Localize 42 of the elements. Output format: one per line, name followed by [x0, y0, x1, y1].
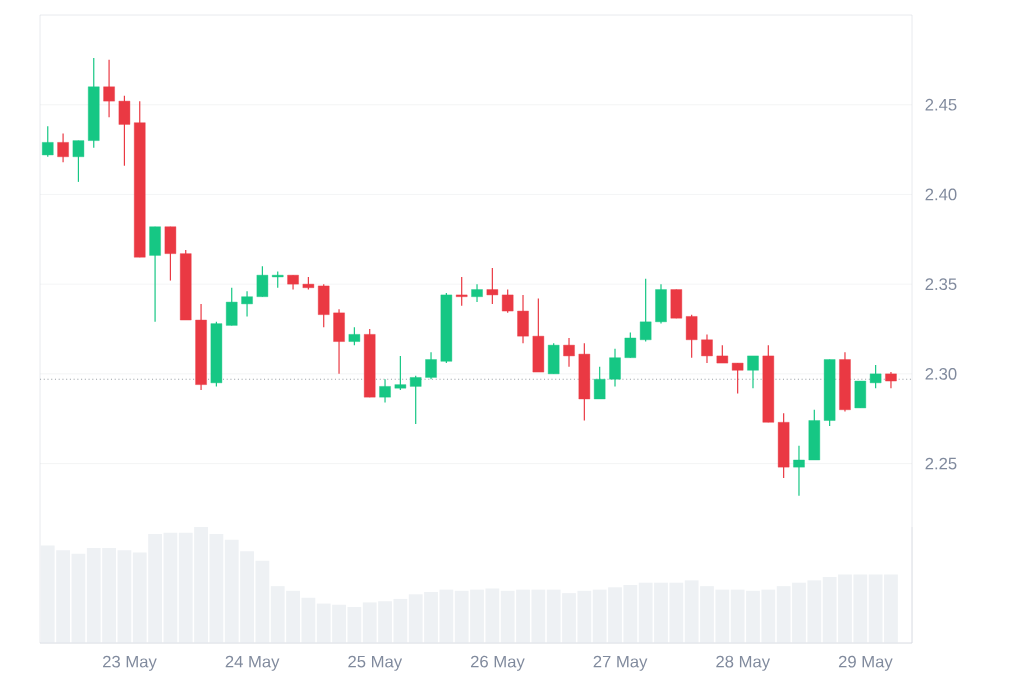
- candlestick: [379, 378, 391, 404]
- x-tick-label: 29 May: [838, 655, 893, 671]
- x-tick-label: 23 May: [103, 655, 157, 671]
- candlestick: [455, 276, 468, 307]
- candlestick: [563, 337, 575, 368]
- bar: [117, 550, 132, 643]
- candlestick: [471, 283, 483, 303]
- candlestick: [118, 95, 131, 167]
- x-tick-label: 25 May: [348, 655, 403, 671]
- x-tick-label: 28 May: [716, 655, 771, 671]
- candlestick: [593, 366, 606, 400]
- candlestick: [226, 287, 238, 327]
- candlestick: [409, 375, 422, 425]
- candlestick: [609, 348, 621, 388]
- x-tick-label: 26 May: [470, 655, 525, 671]
- x-tick-label: 27 May: [593, 655, 648, 671]
- candlestick: [57, 132, 69, 163]
- candlestick: [394, 355, 407, 391]
- y-tick-label: 2.35: [925, 278, 957, 291]
- y-tick-label: 2.40: [925, 188, 957, 201]
- candlestick: [501, 288, 514, 314]
- y-tick-label: 2.45: [925, 98, 957, 111]
- candlestick: [241, 290, 253, 318]
- candlestick: [486, 267, 499, 305]
- candlestick: [701, 333, 713, 364]
- candlestick: [747, 355, 759, 389]
- bar: [71, 553, 86, 643]
- candlestick: [624, 331, 637, 359]
- candlestick: [731, 362, 744, 395]
- candlestick: [685, 314, 698, 359]
- candlestick: [425, 351, 437, 380]
- y-tick-label: 2.25: [925, 457, 957, 470]
- candlestick: [72, 140, 85, 183]
- candlestick: [256, 265, 269, 298]
- candlestick: [793, 445, 805, 497]
- candlestick: [639, 278, 652, 343]
- candlestick: [42, 125, 54, 158]
- x-tick-label: 24 May: [225, 655, 280, 671]
- candlestick: [103, 59, 115, 118]
- y-tick-label: 2.30: [925, 367, 957, 380]
- candlestick: [869, 364, 882, 389]
- bar: [163, 532, 178, 643]
